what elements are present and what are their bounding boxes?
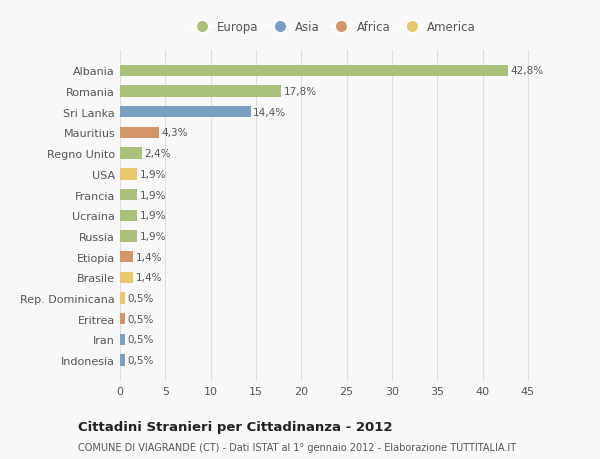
Bar <box>120 169 137 180</box>
Bar <box>120 334 125 345</box>
Text: 0,5%: 0,5% <box>127 314 154 324</box>
Text: COMUNE DI VIAGRANDE (CT) - Dati ISTAT al 1° gennaio 2012 - Elaborazione TUTTITAL: COMUNE DI VIAGRANDE (CT) - Dati ISTAT al… <box>78 442 516 452</box>
Text: 1,9%: 1,9% <box>140 169 166 179</box>
Text: 42,8%: 42,8% <box>511 66 544 76</box>
Bar <box>120 272 133 283</box>
Text: 0,5%: 0,5% <box>127 355 154 365</box>
Bar <box>120 210 137 221</box>
Bar <box>120 293 125 304</box>
Bar <box>120 231 137 242</box>
Text: 0,5%: 0,5% <box>127 293 154 303</box>
Text: 4,3%: 4,3% <box>161 128 188 138</box>
Text: 0,5%: 0,5% <box>127 335 154 345</box>
Bar <box>120 355 125 366</box>
Bar <box>120 252 133 263</box>
Bar <box>120 128 159 139</box>
Bar <box>120 107 251 118</box>
Text: 1,9%: 1,9% <box>140 211 166 221</box>
Bar <box>120 190 137 201</box>
Text: 1,4%: 1,4% <box>136 252 162 262</box>
Bar <box>120 86 281 97</box>
Legend: Europa, Asia, Africa, America: Europa, Asia, Africa, America <box>185 17 481 39</box>
Text: 2,4%: 2,4% <box>145 149 171 159</box>
Text: 1,4%: 1,4% <box>136 273 162 283</box>
Bar <box>120 313 125 325</box>
Text: Cittadini Stranieri per Cittadinanza - 2012: Cittadini Stranieri per Cittadinanza - 2… <box>78 420 392 433</box>
Text: 1,9%: 1,9% <box>140 231 166 241</box>
Text: 1,9%: 1,9% <box>140 190 166 200</box>
Bar <box>120 148 142 159</box>
Bar <box>120 66 508 77</box>
Text: 14,4%: 14,4% <box>253 107 286 118</box>
Text: 17,8%: 17,8% <box>284 87 317 97</box>
